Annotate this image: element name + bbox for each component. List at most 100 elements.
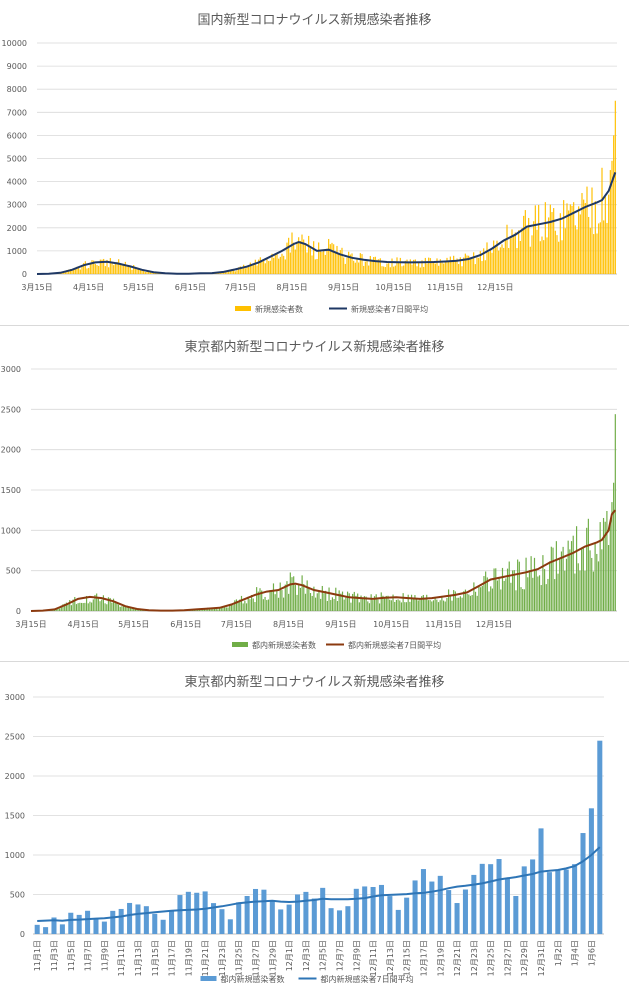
bar [513,570,515,611]
bar [362,886,368,934]
bar [326,600,328,611]
bar [256,265,258,274]
bar [579,570,581,611]
bar [376,259,378,274]
bar [224,607,226,611]
bar [549,561,551,611]
bar [594,542,596,611]
x-tick-label: 11月11日 [117,940,126,976]
bar [363,596,366,611]
bar [359,253,361,274]
bar [539,241,541,274]
bar [456,597,458,611]
x-tick-label: 12月9日 [352,940,361,971]
bar [521,866,527,934]
legend-label-line: 新規感染者7日間平均 [351,304,428,314]
bar [479,251,481,274]
bar [244,896,250,934]
bar [219,607,221,611]
bar [152,913,158,934]
bar [111,262,113,274]
bar [259,257,261,274]
y-tick-label: 2500 [5,733,25,742]
bar [451,600,453,611]
bar [109,258,111,274]
bar [545,584,547,611]
bar [301,575,303,611]
bar [311,595,313,611]
bar [123,264,125,274]
bar [613,135,615,274]
bar [101,259,103,274]
bar [471,258,473,274]
bar [506,224,508,274]
bar [296,241,298,274]
bar [498,578,500,611]
bar [143,906,149,934]
bar [583,199,585,274]
bar [60,605,62,611]
bar [335,587,337,611]
bar [286,242,288,274]
x-tick-label: 3月15日 [21,283,52,292]
bar [485,571,487,611]
bar [503,580,505,611]
bar [263,259,265,274]
bar [534,205,536,274]
bar [464,253,466,274]
x-tick-label: 12月13日 [386,940,395,976]
bar [490,586,492,611]
bar [587,518,589,611]
bar [511,229,513,274]
bar [401,266,403,274]
x-tick-label: 11月19日 [184,940,193,976]
bar [586,527,588,611]
chart-panel-tokyo-all: 東京都内新型コロナウイルス新規感染者推移 0 500 1000 1500 2000 250… [0,326,629,662]
bar [87,603,89,611]
bar [336,910,343,934]
bar [446,257,448,274]
bar [422,594,424,611]
bar [306,252,308,274]
bar [113,265,115,274]
bar [407,594,409,611]
bar [244,268,246,274]
bar [363,265,365,274]
bar [451,261,453,274]
bar [405,602,408,611]
bar [126,605,128,611]
bar [471,595,473,611]
bar [104,266,106,274]
bar [177,895,183,934]
bar [579,214,581,274]
bar [384,598,386,611]
y-tick-label: 3000 [1,365,21,374]
bar [69,600,71,611]
bar [423,266,425,274]
bar [333,599,335,611]
bar [547,578,549,611]
bar [576,229,578,274]
legend-label-bar: 新規感染者数 [255,304,303,314]
bar [504,878,510,934]
bar [564,228,566,274]
bar [436,599,438,611]
bar [399,600,401,611]
bar [513,235,515,274]
bar [466,255,468,274]
bar [299,240,301,274]
bar [210,608,212,611]
bar [408,262,410,274]
bar [414,259,416,274]
chart-title: 東京都内新型コロナウイルス新規感染者推移 [184,675,445,690]
bar [570,541,573,611]
chart-national-cases: 0 1000 2000 3000 4000 5000 6000 7000 8000 9000 100… [2,39,617,314]
bar [321,585,323,611]
bar [546,237,548,274]
bar [554,579,556,611]
y-tick-label: 2000 [5,772,25,781]
bar [251,594,253,611]
bar [437,602,440,611]
bar [562,546,564,611]
x-tick-label: 4月15日 [73,283,104,292]
